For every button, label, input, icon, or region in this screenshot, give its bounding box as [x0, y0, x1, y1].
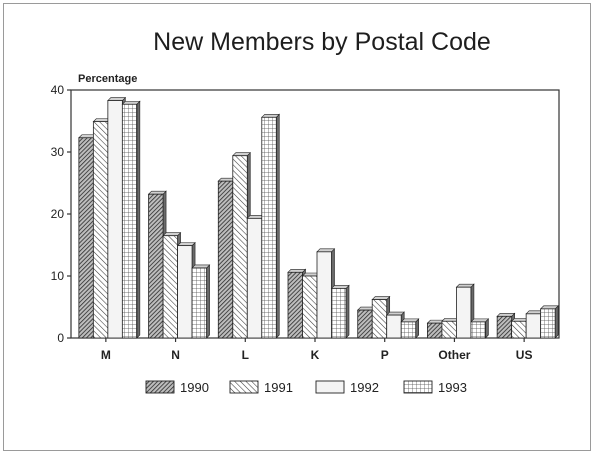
bar-side: [136, 100, 141, 339]
bar: [331, 287, 347, 339]
bar-chart: New Members by Postal Code Percentage 0 1…: [51, 28, 560, 395]
bar-top: [176, 242, 196, 246]
bar: [525, 313, 542, 339]
bar: [386, 314, 402, 339]
bar: [302, 275, 318, 339]
x-tick-label: P: [381, 348, 389, 362]
bar-top: [261, 113, 281, 118]
chart-frame: New Members by Postal Code Percentage 0 1…: [3, 3, 591, 451]
x-tick-label: K: [311, 348, 320, 362]
bar-top: [316, 248, 336, 253]
legend-label: 1990: [180, 380, 209, 395]
bar-side: [345, 284, 350, 339]
bar: [316, 251, 332, 339]
y-axis-label: Percentage: [78, 73, 137, 85]
bar-top: [162, 232, 182, 236]
bar: [217, 180, 234, 339]
legend-label: 1991: [264, 380, 293, 395]
bar: [357, 309, 373, 339]
y-tick-label: 20: [51, 207, 65, 221]
bar: [441, 320, 457, 339]
y-tick-label: 40: [51, 83, 65, 97]
bar: [246, 217, 263, 339]
bar-top: [147, 190, 167, 195]
y-tick-label: 30: [51, 145, 65, 159]
legend-swatch: [145, 380, 175, 394]
bar: [148, 193, 164, 339]
bar: [427, 322, 443, 339]
legend-swatch: [315, 380, 345, 394]
y-tick-label: 10: [51, 269, 65, 283]
bar-top: [191, 264, 211, 269]
bar-top: [455, 283, 475, 288]
x-tick-label: M: [101, 348, 111, 362]
chart-title: New Members by Postal Code: [153, 28, 491, 56]
bar: [261, 116, 277, 339]
bar-top: [107, 97, 127, 101]
bar-top: [470, 318, 490, 323]
bar-side: [275, 113, 280, 339]
legend-swatch: [229, 380, 259, 394]
bar: [400, 321, 417, 339]
bar: [232, 155, 248, 339]
x-tick-label: US: [516, 348, 533, 362]
bar-side: [206, 264, 210, 339]
bar-top: [287, 268, 307, 273]
x-tick-label: N: [171, 348, 180, 362]
bar: [456, 286, 472, 339]
bar-top: [385, 311, 405, 316]
y-tick-label: 0: [57, 331, 64, 345]
legend: 1990 1991 1992 1993: [145, 380, 467, 395]
bar-top: [400, 318, 420, 323]
bar-top: [371, 296, 391, 300]
legend-swatch: [403, 380, 433, 394]
bar-top: [330, 285, 350, 289]
bar: [371, 299, 388, 339]
bar: [92, 121, 109, 339]
bar-top: [496, 312, 516, 317]
x-tick-label: Other: [438, 348, 470, 362]
bar: [191, 267, 207, 339]
x-tick-label: L: [242, 348, 249, 362]
bar: [177, 245, 193, 339]
bar-side: [554, 305, 559, 339]
legend-label: 1993: [438, 380, 467, 395]
legend-label: 1992: [350, 380, 379, 395]
bar: [121, 103, 138, 339]
bar: [107, 100, 123, 339]
bar: [470, 321, 486, 339]
bar: [511, 320, 527, 339]
bar: [78, 137, 94, 339]
bar: [540, 308, 556, 339]
bar: [287, 271, 303, 339]
bar: [162, 235, 178, 339]
bar: [496, 315, 513, 339]
bar-top: [121, 100, 141, 105]
bar-top: [232, 152, 252, 157]
plot-area: 0 10 20 30 40 M N L K P Other US: [51, 83, 560, 362]
bar-top: [539, 305, 559, 310]
